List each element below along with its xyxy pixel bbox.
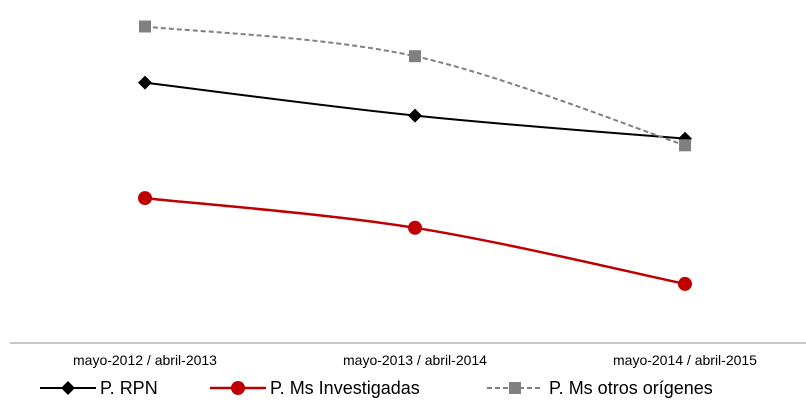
legend: P. RPN P. Ms Investigadas P. Ms otros or… <box>40 378 713 398</box>
data-point-p-ms-investigadas <box>678 276 692 291</box>
series-layer <box>138 20 692 291</box>
data-point-p-ms-otros-origenes <box>409 50 421 63</box>
x-tick-labels: mayo-2012 / abril-2013 mayo-2013 / abril… <box>73 352 757 368</box>
data-point-p-ms-otros-origenes <box>139 20 151 33</box>
legend-item-p-ms-otros-origenes: P. Ms otros orígenes <box>487 378 713 398</box>
legend-label: P. RPN <box>100 378 158 398</box>
legend-square-marker <box>509 382 521 394</box>
x-tick-label: mayo-2013 / abril-2014 <box>343 352 487 368</box>
series-line-p-ms-otros-origenes <box>144 25 686 147</box>
data-point-p-ms-otros-origenes <box>679 139 691 152</box>
data-point-p-ms-investigadas <box>408 220 422 235</box>
x-tick-label: mayo-2012 / abril-2013 <box>73 352 217 368</box>
legend-label: P. Ms otros orígenes <box>549 378 713 398</box>
legend-label: P. Ms Investigadas <box>270 378 420 398</box>
data-point-p-rpn <box>408 108 422 123</box>
x-tick-label: mayo-2014 / abril-2015 <box>613 352 757 368</box>
series-line-p-ms-investigadas <box>144 196 686 286</box>
legend-circle-marker <box>231 381 245 395</box>
legend-item-p-ms-investigadas: P. Ms Investigadas <box>210 378 420 398</box>
data-point-p-rpn <box>138 75 152 90</box>
legend-item-p-rpn: P. RPN <box>40 378 158 398</box>
legend-diamond-marker <box>61 381 75 395</box>
data-point-p-ms-investigadas <box>138 191 152 206</box>
